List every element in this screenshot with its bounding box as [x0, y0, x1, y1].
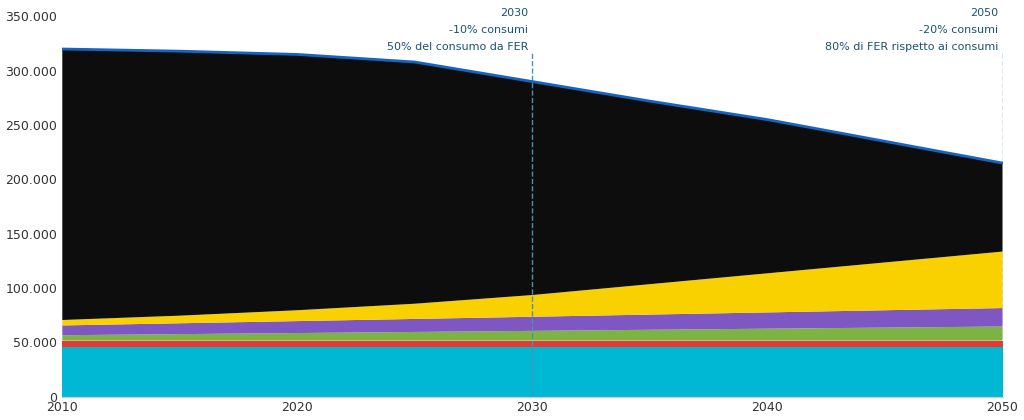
Text: 2030: 2030 — [500, 8, 528, 18]
Text: -20% consumi: -20% consumi — [920, 25, 998, 35]
Text: -10% consumi: -10% consumi — [450, 25, 528, 35]
Text: 2050: 2050 — [970, 8, 998, 18]
Text: 80% di FER rispetto ai consumi: 80% di FER rispetto ai consumi — [825, 42, 998, 52]
Text: 50% del consumo da FER: 50% del consumo da FER — [387, 42, 528, 52]
